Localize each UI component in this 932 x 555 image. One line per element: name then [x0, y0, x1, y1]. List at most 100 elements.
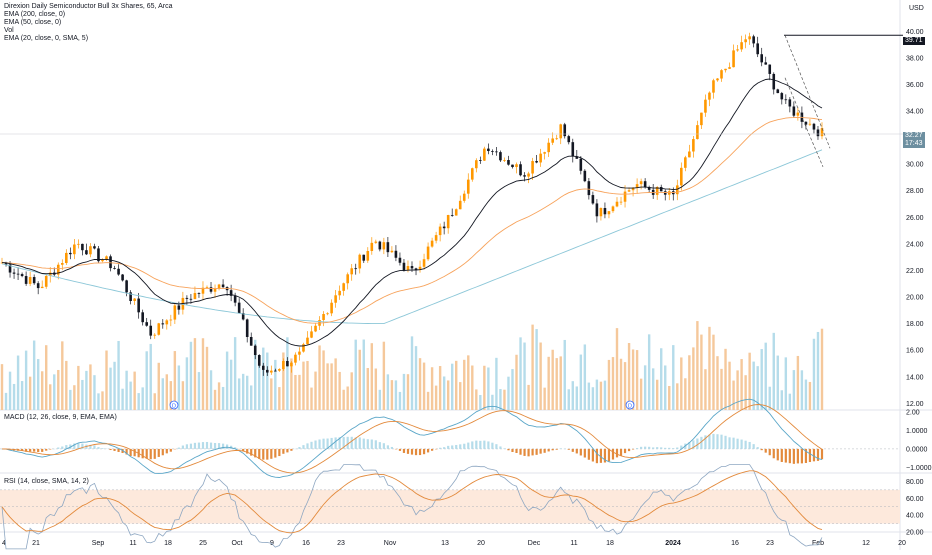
candle-body — [736, 49, 739, 50]
macd-hist-bar — [383, 443, 385, 449]
macd-hist-bar — [222, 444, 224, 449]
macd-hist-bar — [656, 447, 658, 449]
candle-body — [789, 99, 792, 106]
volume-bar — [411, 336, 413, 410]
candle-body — [93, 246, 96, 248]
macd-hist-bar — [716, 434, 718, 449]
x-tick-label: 16 — [302, 540, 310, 547]
last-price-tag[interactable]: 32.27 — [903, 132, 925, 140]
candle-body — [644, 181, 647, 187]
macd-hist-bar — [511, 449, 513, 452]
volume-bar — [672, 345, 674, 410]
volume-bar — [383, 342, 385, 410]
legend-ema200[interactable]: EMA (200, close, 0) — [4, 11, 172, 19]
countdown-tag: 17:43 — [903, 140, 925, 148]
macd-hist-bar — [584, 449, 586, 458]
candle-body — [439, 227, 442, 236]
macd-hist-bar — [507, 449, 509, 450]
x-tick-label: Sep — [92, 540, 105, 547]
volume-bar — [310, 388, 312, 410]
macd-hist-bar — [190, 444, 192, 449]
candle-body — [640, 181, 643, 184]
macd-hist-bar — [274, 449, 276, 458]
x-tick-label: 23 — [337, 540, 345, 547]
volume-bar — [137, 393, 139, 410]
legend-ema50[interactable]: EMA (50, close, 0) — [4, 19, 172, 27]
candle-body — [664, 191, 667, 194]
currency-label[interactable]: USD — [909, 5, 924, 12]
volume-bar — [801, 370, 803, 410]
candle-body — [89, 246, 92, 254]
volume-bar — [447, 380, 449, 410]
macd-line — [2, 399, 822, 477]
volume-bar — [495, 358, 497, 410]
candle-body — [732, 50, 735, 67]
price-tick-label: 28.00 — [906, 188, 924, 195]
macd-hist-bar — [391, 447, 393, 449]
macd-hist-bar — [431, 449, 433, 451]
candle-body — [455, 209, 458, 215]
x-tick-label: 12 — [862, 540, 870, 547]
macd-hist-bar — [495, 444, 497, 449]
volume-bar — [13, 384, 15, 410]
candle-body — [21, 274, 24, 276]
candle-body — [206, 287, 209, 288]
volume-bar — [539, 343, 541, 410]
candle-body — [37, 283, 40, 288]
volume-bar — [129, 382, 131, 410]
macd-hist-bar — [266, 449, 268, 460]
volume-bar — [214, 390, 216, 410]
volume-bar — [330, 363, 332, 410]
volume-bar — [620, 359, 622, 410]
legend-rsi[interactable]: RSI (14, close, SMA, 14, 2) — [4, 478, 89, 486]
candle-body — [366, 251, 369, 261]
macd-hist-bar — [745, 441, 747, 449]
macd-hist-bar — [113, 449, 115, 451]
candle-body — [588, 181, 591, 195]
legend-title[interactable]: Direxion Daily Semiconductor Bull 3x Sha… — [4, 3, 172, 11]
volume-bar — [535, 329, 537, 410]
volume-bar — [656, 380, 658, 410]
macd-hist-bar — [540, 449, 542, 454]
volume-bar — [483, 366, 485, 410]
volume-bar — [684, 378, 686, 410]
macd-hist-bar — [652, 447, 654, 448]
ema50-line — [2, 117, 822, 323]
volume-bar — [592, 387, 594, 410]
candle-body — [383, 242, 386, 249]
price-tick-label: 36.00 — [906, 82, 924, 89]
candle-body — [210, 287, 213, 291]
candle-body — [286, 361, 289, 366]
candle-body — [17, 274, 20, 275]
candle-body — [314, 326, 317, 332]
volume-bar — [455, 361, 457, 410]
high-level-tag[interactable]: 39.71 — [903, 37, 925, 45]
candle-body — [170, 320, 173, 321]
volume-bar — [21, 381, 23, 410]
legend-ema20[interactable]: EMA (20, close, 0, SMA, 5) — [4, 35, 172, 43]
candle-body — [479, 160, 482, 161]
legend-vol[interactable]: Vol — [4, 27, 172, 35]
candle-body — [580, 159, 583, 171]
candle-body — [29, 277, 32, 284]
x-tick-label: 18 — [606, 540, 614, 547]
candle-body — [487, 149, 490, 151]
macd-hist-bar — [640, 447, 642, 449]
volume-bar — [752, 362, 754, 410]
volume-bar — [584, 344, 586, 410]
candle-body — [109, 256, 112, 268]
candle-body — [190, 299, 193, 300]
volume-bar — [334, 358, 336, 410]
macd-hist-bar — [202, 442, 204, 449]
volume-bars — [1, 321, 823, 410]
macd-hist-bar — [632, 449, 634, 450]
legend-macd[interactable]: MACD (12, 26, close, 9, EMA, EMA) — [4, 414, 117, 422]
macd-hist-bar — [49, 449, 51, 450]
candle-body — [178, 305, 181, 309]
volume-bar — [338, 372, 340, 410]
macd-tick-label: 2.00 — [906, 409, 920, 416]
volume-bar — [286, 337, 288, 410]
candle-body — [511, 165, 514, 167]
x-tick-label: 21 — [32, 540, 40, 547]
